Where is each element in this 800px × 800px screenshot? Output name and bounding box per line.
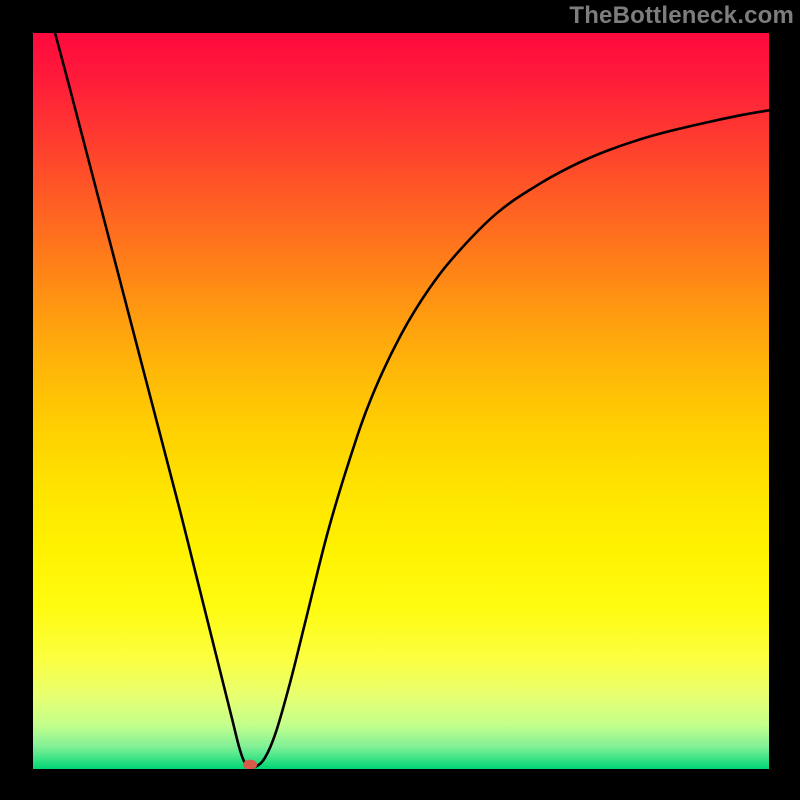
optimal-point-marker: [244, 760, 257, 769]
gradient-background: [33, 33, 769, 769]
plot-area: [33, 33, 769, 769]
plot-svg: [33, 33, 769, 769]
chart-stage: TheBottleneck.com: [0, 0, 800, 800]
watermark-text: TheBottleneck.com: [569, 2, 794, 30]
